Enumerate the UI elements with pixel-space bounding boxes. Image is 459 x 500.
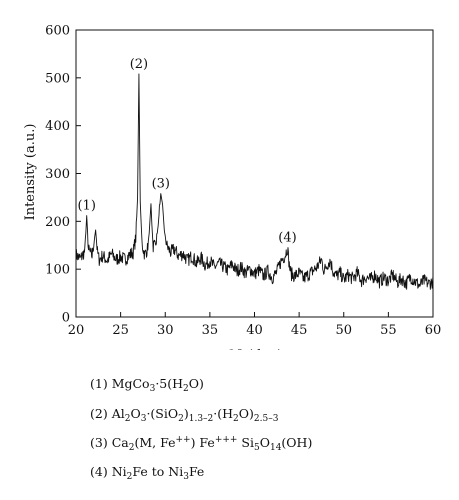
x-tick-label: 30 xyxy=(157,323,174,338)
y-tick-label: 100 xyxy=(45,263,70,278)
x-tick-label: 35 xyxy=(202,323,219,338)
legend-entry-number: (4) xyxy=(90,464,108,479)
x-tick-label: 25 xyxy=(112,323,129,338)
legend-entry-3: (3) Ca2(M, Fe++) Fe+++ Si5O14(OH) xyxy=(90,435,313,453)
peak-label-1: (1) xyxy=(77,199,95,214)
y-tick-label: 500 xyxy=(45,71,70,86)
y-tick-label: 200 xyxy=(45,215,70,230)
peak-label-3: (3) xyxy=(152,177,170,192)
legend-entry-number: (2) xyxy=(90,406,108,421)
x-tick-label: 40 xyxy=(246,323,263,338)
x-axis-title: 2θ (deg) xyxy=(228,348,283,350)
x-tick-label: 60 xyxy=(425,323,442,338)
y-axis-title: Intensity (a.u.) xyxy=(23,124,38,221)
x-tick-label: 55 xyxy=(380,323,397,338)
x-axis: 20 25 30 35 40 45 50 55 60 xyxy=(68,312,442,338)
peak-labels: (1) (2) (3) (4) xyxy=(77,57,296,246)
x-tick-label: 45 xyxy=(291,323,308,338)
xrd-pattern-line xyxy=(75,73,434,290)
legend-entry-number: (1) xyxy=(90,376,108,391)
y-tick-label: 0 xyxy=(62,311,70,326)
y-axis: 0 100 200 300 400 500 600 xyxy=(45,24,81,326)
y-tick-label: 400 xyxy=(45,119,70,134)
x-tick-label: 20 xyxy=(68,323,85,338)
y-tick-label: 600 xyxy=(45,24,70,39)
legend-entry-4: (4) Ni2Fe to Ni3Fe xyxy=(90,464,205,482)
legend-entry-1: (1) MgCo3·5(H2O) xyxy=(90,376,204,394)
xrd-chart: 0 100 200 300 400 500 600 20 25 30 35 40 45 50 55 60 (… xyxy=(23,24,442,351)
legend-entry-number: (3) xyxy=(90,435,108,450)
peak-label-2: (2) xyxy=(130,57,148,72)
y-tick-label: 300 xyxy=(45,167,70,182)
peak-label-4: (4) xyxy=(278,231,296,246)
x-tick-label: 50 xyxy=(335,323,352,338)
legend-entry-2: (2) Al2O3·(SiO2)1.3–2·(H2O)2.5–3 xyxy=(90,406,279,424)
